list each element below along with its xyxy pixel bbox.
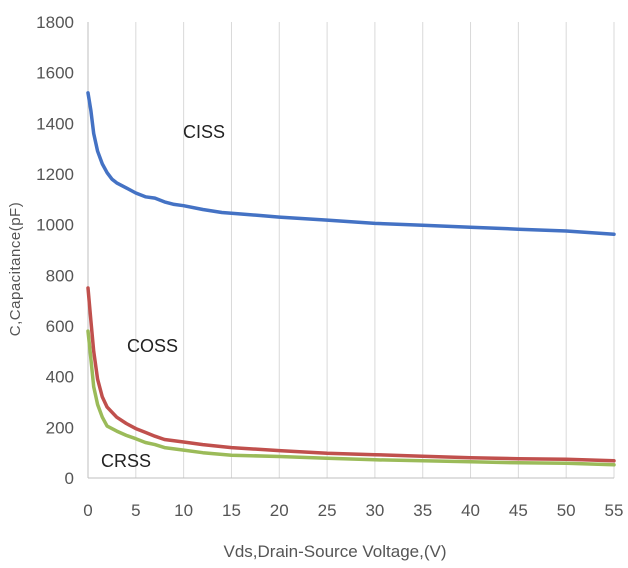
y-tick-label: 1600 [36,64,74,83]
y-tick-label: 1800 [36,13,74,32]
x-tick-label: 20 [270,501,289,520]
series-line-coss [86,286,616,463]
x-tick-label: 55 [605,501,624,520]
y-tick-label: 800 [46,266,74,285]
x-tick-labels: 0 5 10 15 20 25 30 35 40 45 50 55 [83,501,623,520]
y-tick-labels: 0 200 400 600 800 1000 1200 1400 1600 1800 [36,13,74,488]
series-label-crss: CRSS [101,451,151,471]
x-tick-label: 35 [413,501,432,520]
x-tick-label: 50 [557,501,576,520]
y-tick-label: 1000 [36,216,74,235]
x-tick-label: 15 [222,501,241,520]
y-tick-label: 600 [46,317,74,336]
x-tick-label: 25 [318,501,337,520]
y-axis-label: C,Capacitance(pF) [7,202,24,336]
x-tick-label: 30 [365,501,384,520]
grid-lines [135,22,615,478]
y-tick-label: 200 [46,418,74,437]
series-label-ciss: CISS [183,122,225,142]
series-label-coss: COSS [127,336,178,356]
x-tick-label: 45 [509,501,528,520]
axes [87,22,614,479]
x-tick-label: 5 [131,501,140,520]
y-tick-label: 400 [46,368,74,387]
y-tick-label: 0 [65,469,74,488]
x-tick-label: 0 [83,501,92,520]
series-line-crss [86,329,616,467]
x-tick-label: 10 [174,501,193,520]
x-tick-label: 40 [461,501,480,520]
series-line-ciss [86,91,616,237]
x-axis-label: Vds,Drain-Source Voltage,(V) [224,542,447,561]
y-tick-label: 1400 [36,114,74,133]
series-group [86,91,616,467]
y-tick-label: 1200 [36,165,74,184]
